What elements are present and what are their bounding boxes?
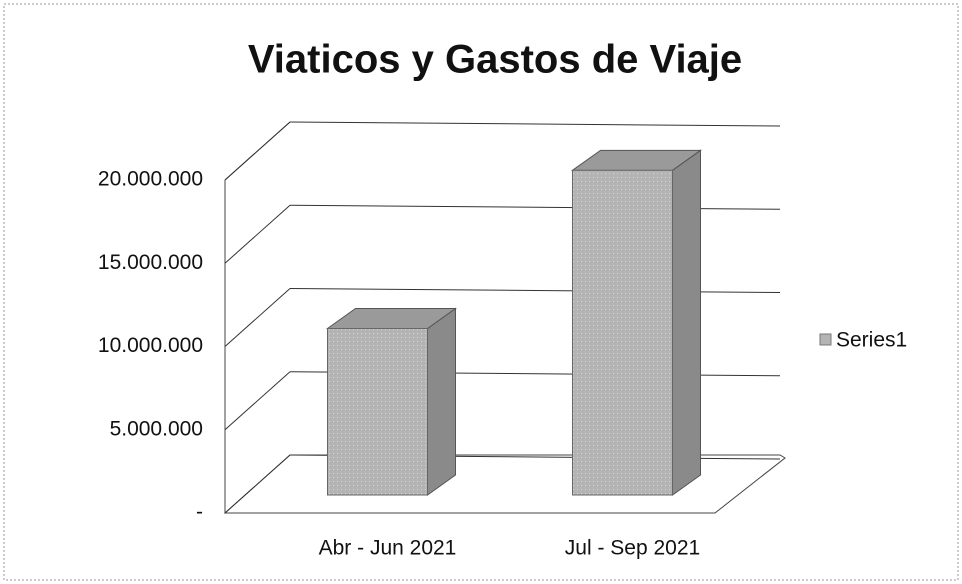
grid-line xyxy=(224,454,291,514)
grid-line xyxy=(289,121,781,127)
grid-line xyxy=(224,288,291,347)
x-tick-label: Jul - Sep 2021 xyxy=(565,537,700,560)
bar-texture xyxy=(327,328,428,495)
bar-side xyxy=(427,307,456,496)
grid-line xyxy=(224,204,291,264)
x-tick-label: Abr - Jun 2021 xyxy=(319,537,457,560)
y-tick-label: 20.000.000 xyxy=(98,168,203,191)
bar-side xyxy=(672,149,701,496)
chart-title: Viaticos y Gastos de Viaje xyxy=(248,38,742,82)
y-tick-label: 15.000.000 xyxy=(98,251,203,274)
chart-frame xyxy=(3,3,959,581)
legend-label: Series1 xyxy=(836,329,907,352)
grid-line xyxy=(224,371,291,431)
legend-swatch xyxy=(819,333,832,346)
bar-texture xyxy=(572,170,673,495)
y-tick-label: 10.000.000 xyxy=(98,334,203,357)
y-tick-label: - xyxy=(196,501,203,524)
y-tick-label: 5.000.000 xyxy=(110,417,203,440)
grid-line xyxy=(224,121,291,181)
